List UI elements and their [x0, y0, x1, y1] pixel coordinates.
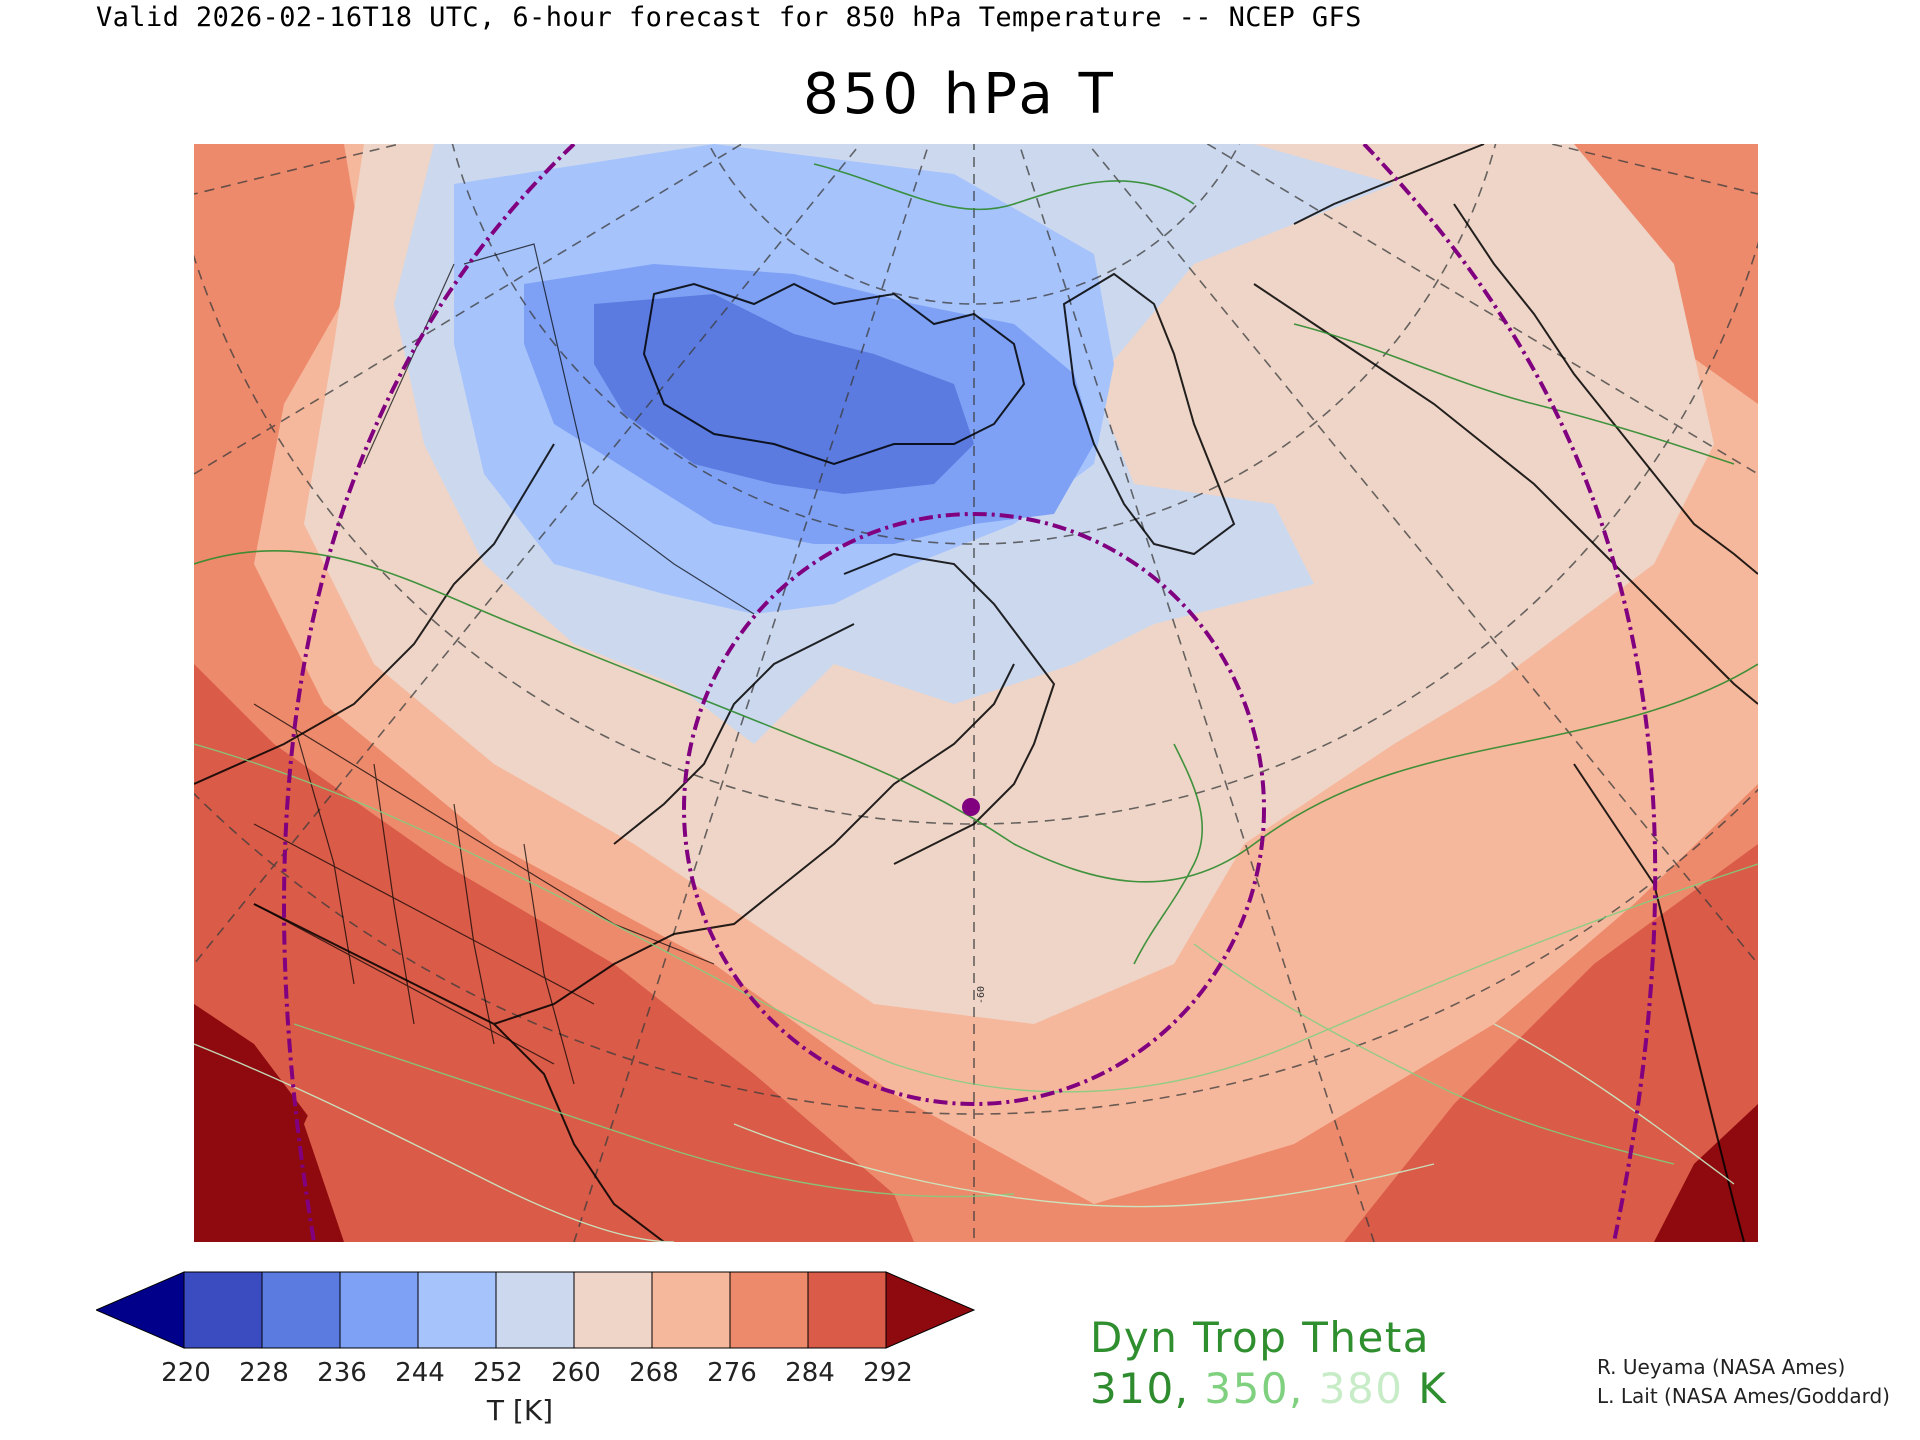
colorbar-244-252 [417, 1271, 497, 1349]
dyn-trop-350-label: 350, [1204, 1364, 1304, 1413]
colorbar-tick-276: 276 [707, 1358, 757, 1388]
dyn-trop-310-label: 310, [1090, 1364, 1190, 1413]
colorbar-236-244 [339, 1271, 419, 1349]
field-228-236 [594, 294, 974, 494]
political-boundaries [253, 243, 755, 1085]
dyn-trop-unit-label: K [1418, 1364, 1448, 1413]
colorbar-tick-236: 236 [317, 1358, 367, 1388]
colorbar-above-292 [885, 1271, 976, 1349]
colorbar-tick-260: 260 [551, 1358, 601, 1388]
colorbar-unit-label: T [K] [486, 1394, 554, 1427]
dyn-trop-legend-values: 310, 350, 380 K [1090, 1364, 1447, 1413]
colorbar-tick-220: 220 [161, 1358, 211, 1388]
colorbar-tick-228: 228 [239, 1358, 289, 1388]
credit-line-1: R. Ueyama (NASA Ames) [1597, 1355, 1846, 1379]
colorbar [96, 1271, 976, 1349]
dyn-trop-380-contours [194, 1023, 1735, 1242]
map-title: 850 hPa T [803, 62, 1117, 127]
dyn-trop-310-contours [194, 163, 1758, 965]
colorbar-260-268 [573, 1271, 653, 1349]
credit-line-2: L. Lait (NASA Ames/Goddard) [1597, 1384, 1890, 1408]
great-circle-rings [282, 144, 1658, 1242]
graticule [194, 144, 1758, 1242]
colorbar-220-228 [183, 1271, 263, 1349]
location-marker [962, 798, 980, 816]
colorbar-tick-284: 284 [785, 1358, 835, 1388]
temperature-map: -60 [194, 144, 1758, 1242]
colorbar-tick-252: 252 [473, 1358, 523, 1388]
colorbar-284-292 [807, 1271, 887, 1349]
meridian-label: -60 [976, 986, 987, 1004]
field-above-292-se [1654, 1104, 1758, 1242]
forecast-valid-line: Valid 2026-02-16T18 UTC, 6-hour forecast… [96, 2, 1362, 33]
colorbar-tick-244: 244 [395, 1358, 445, 1388]
field-276-284-mexico [304, 924, 554, 1242]
colorbar-228-236 [261, 1271, 341, 1349]
map-panel: -60 [194, 144, 1758, 1242]
colorbar-below-220 [96, 1271, 185, 1349]
dyn-trop-legend-title: Dyn Trop Theta [1090, 1313, 1431, 1362]
colorbar-252-260 [495, 1271, 575, 1349]
colorbar-276-284 [729, 1271, 809, 1349]
colorbar-tick-268: 268 [629, 1358, 679, 1388]
colorbar-tick-292: 292 [863, 1358, 913, 1388]
colorbar-268-276 [651, 1271, 731, 1349]
coastlines [194, 144, 1758, 1242]
dyn-trop-350-contours [194, 743, 1758, 1198]
dyn-trop-380-label: 380 [1318, 1364, 1404, 1413]
